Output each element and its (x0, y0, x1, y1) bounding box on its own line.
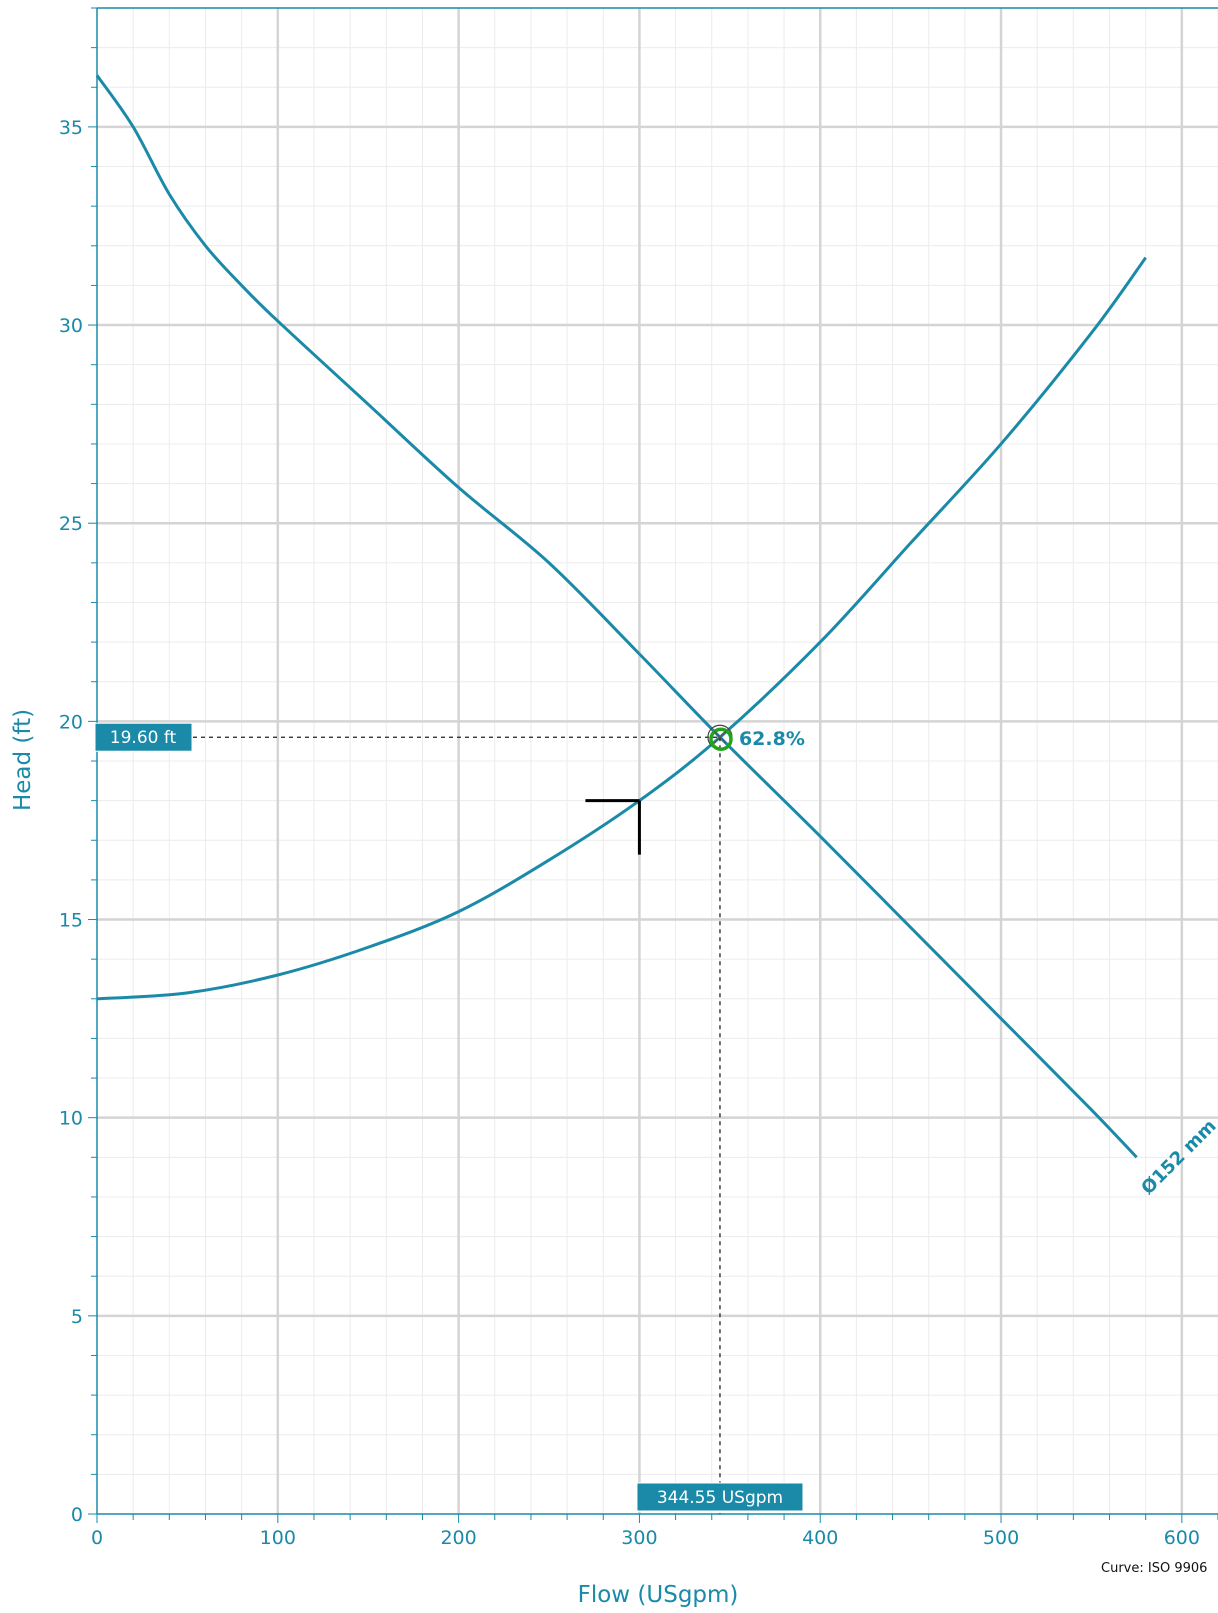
x-tick-label: 100 (260, 1527, 296, 1549)
axes (88, 7, 1218, 1523)
efficiency-label: 62.8% (739, 728, 805, 750)
tick-labels: 0 100 200 300 400 500 600 0 5 10 15 20 25 30 35 (59, 117, 1200, 1549)
y-tick-label: 25 (59, 513, 83, 535)
operating-point-marker (709, 727, 733, 751)
flow-value-label: 344.55 USgpm (657, 1488, 783, 1508)
y-tick-label: 15 (59, 910, 83, 932)
x-tick-label: 500 (983, 1527, 1019, 1549)
y-axis-title: Head (ft) (10, 709, 36, 811)
y-tick-label: 30 (59, 315, 83, 337)
y-tick-label: 5 (71, 1306, 83, 1328)
curve-source-note: Curve: ISO 9906 (1101, 1561, 1207, 1576)
operating-point-markers: 62.8% 19.60 ft 344.55 USgpm (94, 722, 805, 1514)
operating-point-cross (713, 730, 727, 744)
minor-grid (97, 7, 1218, 1514)
x-tick-label: 200 (440, 1527, 476, 1549)
pump-curve-line (95, 74, 1138, 1159)
x-tick-label: 300 (621, 1527, 657, 1549)
x-tick-label: 600 (1164, 1527, 1200, 1549)
x-tick-label: 0 (91, 1527, 103, 1549)
head-value-tag (94, 722, 193, 752)
y-tick-label: 0 (71, 1504, 83, 1526)
data-series: Ø152 mm (95, 74, 1218, 1199)
system-curve-line (96, 256, 1147, 1001)
flow-value-tag (636, 1482, 804, 1512)
y-tick-label: 35 (59, 117, 83, 139)
head-value-label: 19.60 ft (110, 728, 177, 748)
x-axis-title: Flow (USgpm) (578, 1582, 739, 1608)
major-grid (97, 8, 1218, 1514)
y-tick-label: 10 (59, 1108, 83, 1130)
y-tick-label: 20 (59, 711, 83, 733)
x-tick-label: 400 (802, 1527, 838, 1549)
